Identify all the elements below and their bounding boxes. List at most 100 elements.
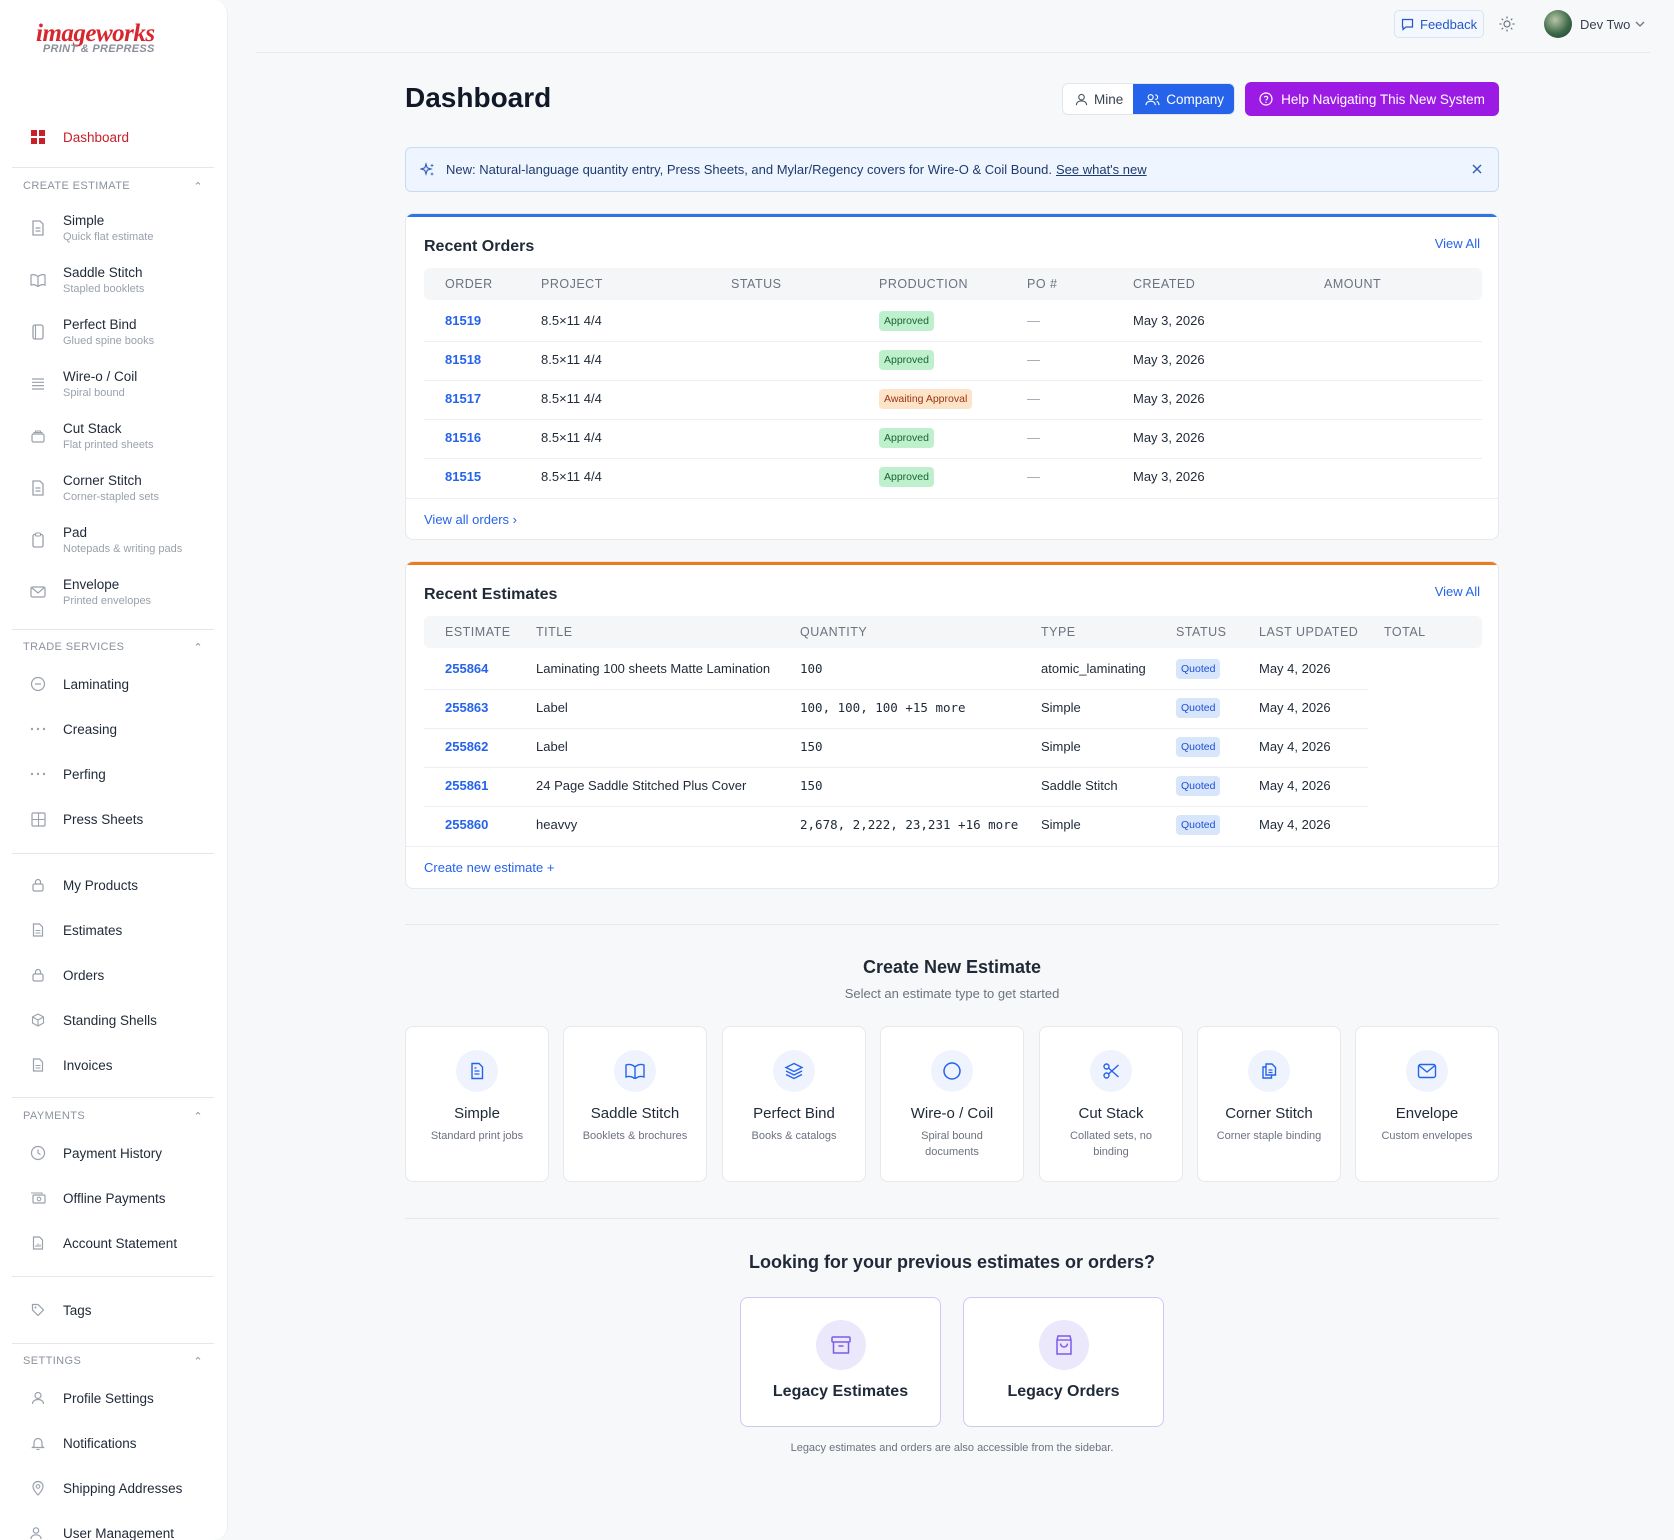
order-number-link[interactable]: 81515 xyxy=(445,469,482,484)
estimate-number-link[interactable]: 255863 xyxy=(445,700,489,715)
map-pin-icon xyxy=(30,1480,46,1496)
section-header-trade-services[interactable]: TRADE SERVICES ⌃ xyxy=(23,641,203,654)
type-label: Wire-o / Coil xyxy=(910,1105,994,1122)
column-header[interactable]: PO # xyxy=(1027,277,1058,291)
estimate-number-link[interactable]: 255864 xyxy=(445,661,489,676)
order-number-link[interactable]: 81519 xyxy=(445,313,482,328)
sidebar-item-sub: Glued spine books xyxy=(63,335,155,347)
estimates-view-all-link[interactable]: View All xyxy=(1434,584,1480,599)
sidebar-item-perfing[interactable]: Perfing xyxy=(12,752,214,796)
estimate-type-corner-stitch[interactable]: Corner Stitch Corner staple binding xyxy=(1197,1026,1341,1182)
column-header[interactable]: ESTIMATE xyxy=(445,625,511,639)
table-row[interactable]: 255862 Label 150 Simple Quoted May 4, 20… xyxy=(424,728,1482,767)
table-row[interactable]: 81515 8.5×11 4/4 Approved — May 3, 2026 xyxy=(424,458,1482,497)
column-header[interactable]: CREATED xyxy=(1133,277,1196,291)
sidebar-item-shipping-addresses[interactable]: Shipping Addresses xyxy=(12,1466,214,1510)
divider xyxy=(12,1097,214,1098)
column-header[interactable]: TYPE xyxy=(1041,625,1076,639)
sidebar-item-offline-payments[interactable]: Offline Payments xyxy=(12,1176,214,1220)
column-header[interactable]: STATUS xyxy=(731,277,782,291)
estimate-type-saddle-stitch[interactable]: Saddle Stitch Booklets & brochures xyxy=(563,1026,707,1182)
estimate-type-wire-o-coil[interactable]: Wire-o / Coil Spiral bound documents xyxy=(880,1026,1024,1182)
table-row[interactable]: 81516 8.5×11 4/4 Approved — May 3, 2026 xyxy=(424,419,1482,458)
toggle-company-label: Company xyxy=(1166,91,1225,107)
column-header[interactable]: LAST UPDATED xyxy=(1259,625,1359,639)
table-row[interactable]: 81517 8.5×11 4/4 Awaiting Approval — May… xyxy=(424,380,1482,419)
column-header[interactable]: AMOUNT xyxy=(1324,277,1382,291)
sidebar-item-simple[interactable]: Simple Quick flat estimate xyxy=(12,206,214,250)
sidebar-item-profile-settings[interactable]: Profile Settings xyxy=(12,1376,214,1420)
sidebar-item-orders[interactable]: Orders xyxy=(12,953,214,997)
legacy-estimates-card[interactable]: Legacy Estimates xyxy=(740,1297,941,1427)
estimate-updated: May 4, 2026 xyxy=(1259,739,1331,754)
table-row[interactable]: 81518 8.5×11 4/4 Approved — May 3, 2026 xyxy=(424,341,1482,380)
estimate-type-envelope[interactable]: Envelope Custom envelopes xyxy=(1355,1026,1499,1182)
divider xyxy=(12,629,214,630)
type-description: Custom envelopes xyxy=(1381,1130,1473,1142)
estimate-type-perfect-bind[interactable]: Perfect Bind Books & catalogs xyxy=(722,1026,866,1182)
feedback-label: Feedback xyxy=(1420,16,1478,32)
sidebar-item-notifications[interactable]: Notifications xyxy=(12,1421,214,1465)
order-number-link[interactable]: 81518 xyxy=(445,352,482,367)
sidebar-item-estimates[interactable]: Estimates xyxy=(12,908,214,952)
sidebar-item-pad[interactable]: Pad Notepads & writing pads xyxy=(12,518,214,562)
section-title: SETTINGS xyxy=(23,1355,82,1367)
section-header-payments[interactable]: PAYMENTS ⌃ xyxy=(23,1110,203,1123)
estimate-type-cut-stack[interactable]: Cut Stack Collated sets, no binding xyxy=(1039,1026,1183,1182)
column-header[interactable]: TITLE xyxy=(536,625,573,639)
table-row[interactable]: 255860 heavvy 2,678, 2,222, 23,231 +16 m… xyxy=(424,806,1482,845)
sidebar-item-dashboard[interactable]: Dashboard xyxy=(12,115,214,159)
sidebar-item-wire-o-coil[interactable]: Wire-o / Coil Spiral bound xyxy=(12,362,214,406)
estimate-number-link[interactable]: 255862 xyxy=(445,739,489,754)
order-number-link[interactable]: 81517 xyxy=(445,391,482,406)
toggle-company[interactable]: Company xyxy=(1133,84,1235,114)
sidebar-item-label: Shipping Addresses xyxy=(63,1480,183,1496)
sidebar-item-laminating[interactable]: Laminating xyxy=(12,662,214,706)
toggle-mine[interactable]: Mine xyxy=(1063,84,1133,114)
sidebar-item-saddle-stitch[interactable]: Saddle Stitch Stapled booklets xyxy=(12,258,214,302)
view-all-orders-link[interactable]: View all orders › xyxy=(424,512,517,527)
sidebar-item-my-products[interactable]: My Products xyxy=(12,863,214,907)
section-header-settings[interactable]: SETTINGS ⌃ xyxy=(23,1355,203,1368)
sidebar-item-perfect-bind[interactable]: Perfect Bind Glued spine books xyxy=(12,310,214,354)
see-whats-new-link[interactable]: See what's new xyxy=(1055,162,1147,177)
sidebar-item-invoices[interactable]: Invoices xyxy=(12,1043,214,1087)
sidebar-item-tags[interactable]: Tags xyxy=(12,1288,214,1332)
estimate-number-link[interactable]: 255861 xyxy=(445,778,489,793)
table-row[interactable]: 255861 24 Page Saddle Stitched Plus Cove… xyxy=(424,767,1482,806)
help-navigating-button[interactable]: Help Navigating This New System xyxy=(1245,82,1499,116)
sidebar-item-user-management[interactable]: User Management xyxy=(12,1511,214,1540)
estimate-type-simple[interactable]: Simple Standard print jobs xyxy=(405,1026,549,1182)
sidebar-item-corner-stitch[interactable]: Corner Stitch Corner-stapled sets xyxy=(12,466,214,510)
user-menu[interactable]: Dev Two xyxy=(1544,10,1646,38)
imageworks-logo[interactable]: imageworks PRINT & PREPRESS xyxy=(36,21,155,55)
sidebar-item-press-sheets[interactable]: Press Sheets xyxy=(12,797,214,841)
estimate-number-link[interactable]: 255860 xyxy=(445,817,489,832)
table-row[interactable]: 81519 8.5×11 4/4 Approved — May 3, 2026 xyxy=(424,302,1482,341)
section-header-create-estimate[interactable]: CREATE ESTIMATE ⌃ xyxy=(23,180,203,193)
create-new-estimate-link[interactable]: Create new estimate + xyxy=(424,860,555,875)
sidebar-item-standing-shells[interactable]: Standing Shells xyxy=(12,998,214,1042)
estimate-quantity: 150 xyxy=(800,739,823,754)
column-header[interactable]: STATUS xyxy=(1176,625,1227,639)
card-accent xyxy=(406,214,1498,217)
feedback-button[interactable]: Feedback xyxy=(1394,10,1485,38)
estimate-updated: May 4, 2026 xyxy=(1259,817,1331,832)
sidebar-item-creasing[interactable]: Creasing xyxy=(12,707,214,751)
column-header[interactable]: PRODUCTION xyxy=(879,277,969,291)
column-header[interactable]: PROJECT xyxy=(541,277,603,291)
close-banner-button[interactable] xyxy=(1470,162,1484,179)
column-header[interactable]: QUANTITY xyxy=(800,625,868,639)
orders-view-all-link[interactable]: View All xyxy=(1434,236,1480,251)
column-header[interactable]: ORDER xyxy=(445,277,493,291)
order-number-link[interactable]: 81516 xyxy=(445,430,482,445)
sidebar-item-cut-stack[interactable]: Cut Stack Flat printed sheets xyxy=(12,414,214,458)
table-row[interactable]: 255864 Laminating 100 sheets Matte Lamin… xyxy=(424,650,1482,689)
column-header[interactable]: TOTAL xyxy=(1384,625,1426,639)
theme-toggle-button[interactable] xyxy=(1498,15,1516,38)
sidebar-item-payment-history[interactable]: Payment History xyxy=(12,1131,214,1175)
sidebar-item-envelope[interactable]: Envelope Printed envelopes xyxy=(12,570,214,614)
sidebar-item-account-statement[interactable]: Account Statement xyxy=(12,1221,214,1265)
legacy-orders-card[interactable]: Legacy Orders xyxy=(963,1297,1164,1427)
table-row[interactable]: 255863 Label 100, 100, 100 +15 more Simp… xyxy=(424,689,1482,728)
